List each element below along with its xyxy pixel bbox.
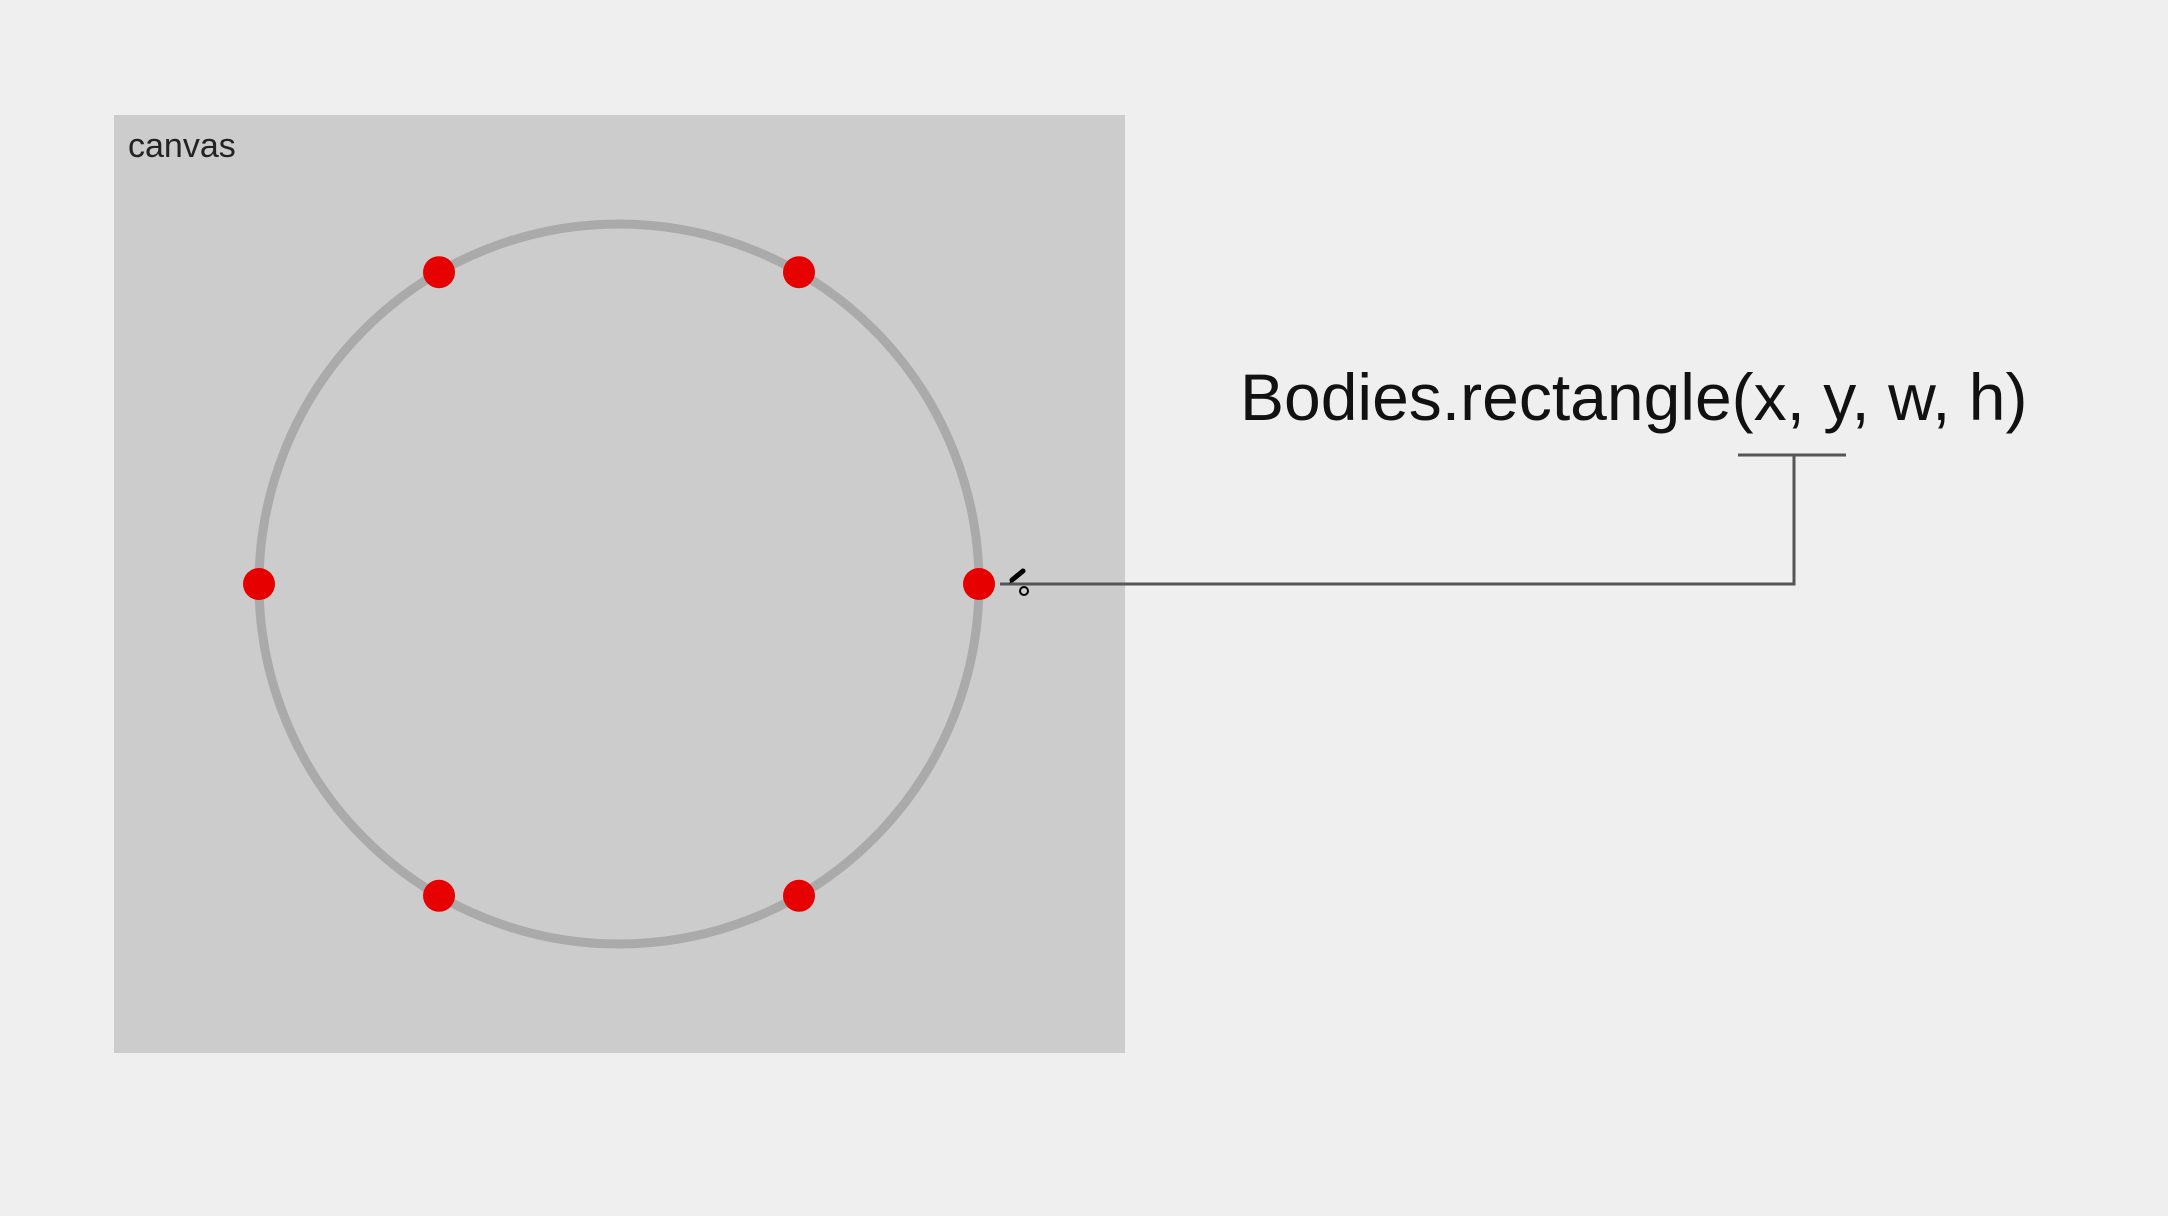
canvas-panel	[114, 115, 1125, 1053]
ring-point-6	[783, 879, 815, 912]
ring-point-1	[963, 568, 995, 600]
pen-cursor-icon	[1009, 568, 1029, 596]
ring-points	[243, 256, 995, 912]
ring-point-4	[243, 568, 275, 600]
ring-point-5	[423, 879, 455, 912]
canvas-label: canvas	[128, 127, 236, 165]
connector-line	[1000, 453, 1846, 586]
code-text: Bodies.rectangle(x, y, w, h)	[1240, 360, 2027, 434]
ring-point-2	[783, 256, 815, 289]
ring-point-3	[423, 256, 455, 289]
